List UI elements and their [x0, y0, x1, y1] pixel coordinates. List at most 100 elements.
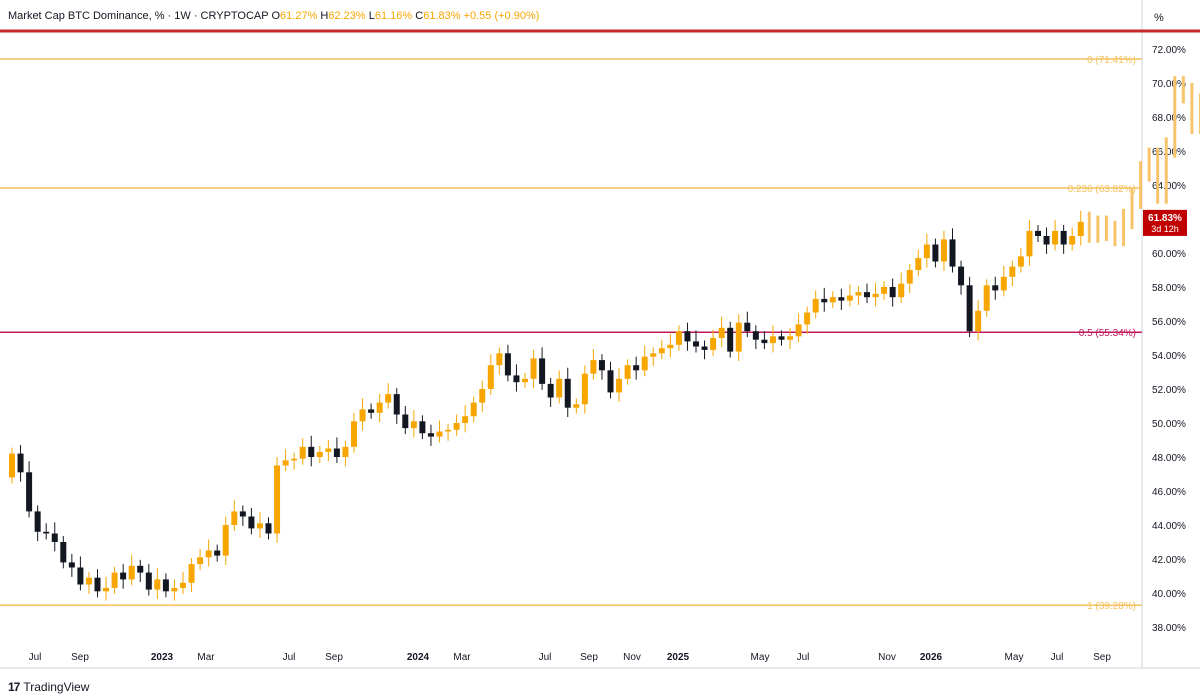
candle-body[interactable]	[248, 516, 255, 529]
candle-body[interactable]	[17, 453, 24, 473]
candle-body[interactable]	[923, 244, 930, 259]
candle-body[interactable]	[231, 511, 238, 525]
candle-body[interactable]	[795, 324, 802, 337]
candle-body[interactable]	[710, 338, 717, 350]
candle-body[interactable]	[120, 572, 127, 580]
projection-bar[interactable]	[1198, 93, 1200, 134]
projection-bar[interactable]	[1087, 211, 1091, 243]
projection-bar[interactable]	[1173, 76, 1177, 158]
candle-body[interactable]	[43, 531, 50, 534]
candle-body[interactable]	[103, 587, 110, 592]
candle-body[interactable]	[1035, 230, 1041, 236]
candle-body[interactable]	[846, 295, 853, 301]
candle-body[interactable]	[265, 523, 272, 534]
candle-body[interactable]	[274, 465, 281, 534]
candle-body[interactable]	[581, 373, 588, 405]
candle-body[interactable]	[9, 453, 15, 478]
projection-bar[interactable]	[1122, 208, 1125, 247]
candle-body[interactable]	[214, 550, 221, 556]
candle-body[interactable]	[487, 365, 494, 389]
price-axis-unit[interactable]: %	[1154, 12, 1164, 24]
candle-body[interactable]	[752, 331, 759, 340]
candle-body[interactable]	[547, 383, 554, 398]
candle-body[interactable]	[701, 346, 708, 350]
candle-body[interactable]	[838, 297, 845, 301]
candle-body[interactable]	[333, 448, 340, 458]
candle-body[interactable]	[821, 298, 828, 303]
candle-body[interactable]	[1000, 276, 1007, 291]
candle-body[interactable]	[607, 370, 614, 393]
candle-body[interactable]	[1017, 256, 1024, 267]
candle-body[interactable]	[633, 365, 640, 371]
candle-body[interactable]	[530, 358, 537, 379]
candle-body[interactable]	[299, 446, 306, 459]
candle-body[interactable]	[342, 446, 349, 457]
candle-body[interactable]	[1052, 230, 1059, 245]
candle-body[interactable]	[881, 287, 888, 294]
projection-bar[interactable]	[1164, 137, 1168, 204]
candle-body[interactable]	[26, 472, 33, 512]
candle-body[interactable]	[77, 567, 84, 585]
candle-body[interactable]	[872, 293, 879, 298]
candle-body[interactable]	[51, 533, 58, 543]
candle-body[interactable]	[171, 587, 178, 592]
candle-body[interactable]	[624, 365, 631, 379]
candle-body[interactable]	[787, 336, 794, 340]
candle-body[interactable]	[470, 402, 477, 417]
projection-bar[interactable]	[1147, 147, 1151, 182]
candle-body[interactable]	[658, 348, 665, 354]
candle-body[interactable]	[462, 416, 469, 423]
candle-body[interactable]	[427, 433, 434, 437]
candle-body[interactable]	[256, 523, 263, 529]
candle-body[interactable]	[68, 562, 75, 568]
candle-body[interactable]	[778, 336, 785, 340]
candle-body[interactable]	[564, 378, 571, 408]
candle-body[interactable]	[291, 458, 298, 461]
projection-bar[interactable]	[1181, 76, 1185, 104]
candle-body[interactable]	[393, 394, 400, 415]
tradingview-branding[interactable]: 17 TradingView	[8, 680, 89, 694]
candle-body[interactable]	[436, 431, 443, 437]
candle-body[interactable]	[128, 565, 135, 580]
candle-body[interactable]	[111, 572, 118, 588]
candle-body[interactable]	[522, 378, 528, 383]
candle-body[interactable]	[889, 287, 896, 298]
projection-bar[interactable]	[1190, 83, 1194, 134]
candle-body[interactable]	[197, 557, 204, 565]
candle-body[interactable]	[445, 429, 452, 432]
candle-body[interactable]	[205, 550, 212, 558]
candle-body[interactable]	[573, 404, 580, 408]
candle-body[interactable]	[239, 511, 246, 517]
candle-body[interactable]	[325, 448, 332, 452]
candle-body[interactable]	[675, 331, 682, 345]
candle-body[interactable]	[1069, 236, 1076, 245]
candle-body[interactable]	[539, 358, 546, 384]
projection-bar[interactable]	[1156, 147, 1160, 204]
candle-body[interactable]	[1077, 221, 1084, 236]
candle-body[interactable]	[385, 394, 392, 403]
candle-body[interactable]	[940, 239, 947, 262]
candle-body[interactable]	[504, 353, 511, 376]
candle-body[interactable]	[368, 409, 375, 413]
candle-body[interactable]	[188, 564, 195, 583]
candle-body[interactable]	[966, 285, 973, 332]
projection-bar[interactable]	[1113, 220, 1117, 247]
candle-body[interactable]	[958, 266, 965, 286]
candle-body[interactable]	[496, 353, 503, 366]
candle-body[interactable]	[308, 446, 315, 457]
candle-body[interactable]	[453, 423, 460, 430]
candle-body[interactable]	[590, 360, 597, 374]
candle-body[interactable]	[1060, 230, 1067, 245]
candle-body[interactable]	[718, 327, 725, 338]
candle-body[interactable]	[1009, 266, 1016, 277]
candle-body[interactable]	[992, 285, 999, 291]
candle-body[interactable]	[410, 421, 417, 429]
projection-bar[interactable]	[1104, 215, 1108, 242]
candle-body[interactable]	[898, 283, 905, 298]
candle-body[interactable]	[145, 572, 152, 590]
candle-body[interactable]	[906, 270, 913, 284]
candle-body[interactable]	[864, 292, 870, 298]
candle-body[interactable]	[735, 322, 742, 352]
candle-body[interactable]	[180, 582, 186, 588]
candle-body[interactable]	[684, 331, 691, 342]
